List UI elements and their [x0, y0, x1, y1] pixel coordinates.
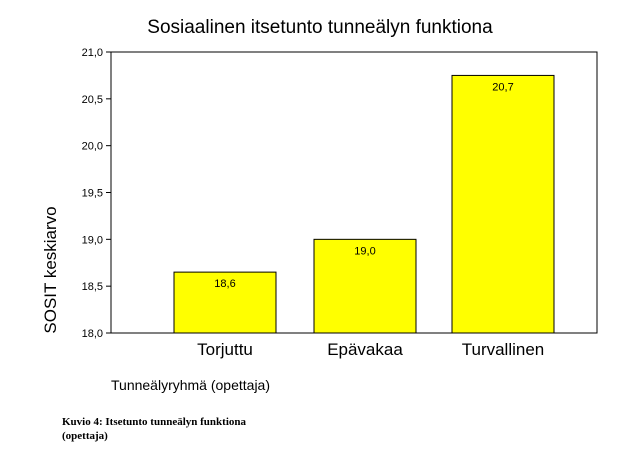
- figure-caption: Kuvio 4: Itsetunto tunneälyn funktiona (…: [62, 415, 322, 443]
- category-label: Turvallinen: [462, 340, 545, 359]
- bar: [451, 74, 555, 334]
- bar: [173, 271, 277, 334]
- y-tick-label: 21,0: [82, 47, 103, 59]
- bars: [173, 74, 555, 334]
- category-label: Torjuttu: [197, 340, 253, 359]
- bar: [313, 238, 417, 334]
- data-label: 19,0: [354, 245, 375, 257]
- chart-title: Sosiaalinen itsetunto tunneälyn funktion…: [147, 17, 493, 38]
- y-tick-label: 20,0: [82, 141, 103, 153]
- data-label: 18,6: [214, 278, 235, 290]
- x-axis-label: Tunneälyryhmä (opettaja): [111, 377, 271, 393]
- data-labels: 18,6 19,0 20,7: [214, 81, 513, 290]
- caption-line-2: (opettaja): [62, 430, 108, 442]
- category-label: Epävakaa: [327, 340, 403, 359]
- y-axis: 18,0 18,5 19,0 19,5 20,0 20,5 21,0: [82, 47, 111, 340]
- y-axis-label: SOSIT keskiarvo: [41, 206, 60, 333]
- data-label: 20,7: [492, 81, 513, 93]
- caption-line-1: Kuvio 4: Itsetunto tunneälyn funktiona: [62, 416, 246, 428]
- y-tick-label: 20,5: [82, 94, 103, 106]
- x-axis-categories: Torjuttu Epävakaa Turvallinen: [197, 340, 544, 359]
- y-tick-label: 19,5: [82, 188, 103, 200]
- y-tick-label: 19,0: [82, 234, 103, 246]
- y-tick-label: 18,0: [82, 328, 103, 340]
- y-tick-label: 18,5: [82, 281, 103, 293]
